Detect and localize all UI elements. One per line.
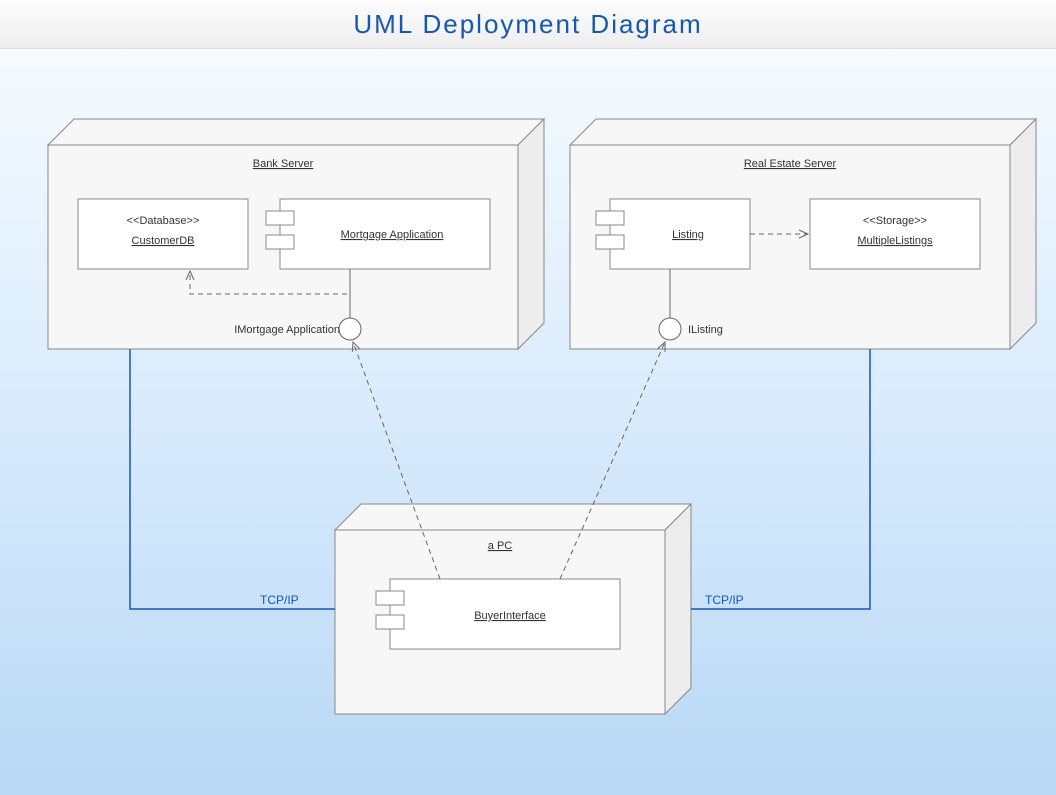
customer-db-label: CustomerDB <box>132 235 195 247</box>
link-tcpip-left <box>130 349 335 609</box>
link-tcpip-right <box>691 349 870 609</box>
component-buyer-interface: BuyerInterface <box>376 579 620 649</box>
customer-db-stereotype: <<Database>> <box>127 215 200 227</box>
listing-label: Listing <box>672 229 704 241</box>
buyer-interface-label: BuyerInterface <box>474 610 546 622</box>
node-pc-label: a PC <box>488 540 513 552</box>
component-mortgage-app: Mortgage Application <box>266 199 490 269</box>
mortgage-app-label: Mortgage Application <box>341 229 444 241</box>
multiple-listings-label: MultipleListings <box>857 235 933 247</box>
interface-imortgage-label: IMortgage Application <box>234 324 340 336</box>
link-tcpip-right-label: TCP/IP <box>705 593 744 607</box>
link-tcpip-left-label: TCP/IP <box>260 593 299 607</box>
interface-imortgage <box>339 318 361 340</box>
diagram-canvas: Bank Server <<Database>> CustomerDB Mort… <box>0 49 1056 795</box>
node-bank-server-label: Bank Server <box>253 158 314 170</box>
multiple-listings-stereotype: <<Storage>> <box>863 215 927 227</box>
node-real-estate-label: Real Estate Server <box>744 158 837 170</box>
title-bar: UML Deployment Diagram <box>0 0 1056 49</box>
component-multiple-listings: <<Storage>> MultipleListings <box>810 199 980 269</box>
diagram-svg: Bank Server <<Database>> CustomerDB Mort… <box>0 49 1056 795</box>
interface-ilisting-label: IListing <box>688 324 723 336</box>
component-customer-db: <<Database>> CustomerDB <box>78 199 248 269</box>
page-title: UML Deployment Diagram <box>0 0 1056 48</box>
interface-ilisting <box>659 318 681 340</box>
component-listing: Listing <box>596 199 750 269</box>
